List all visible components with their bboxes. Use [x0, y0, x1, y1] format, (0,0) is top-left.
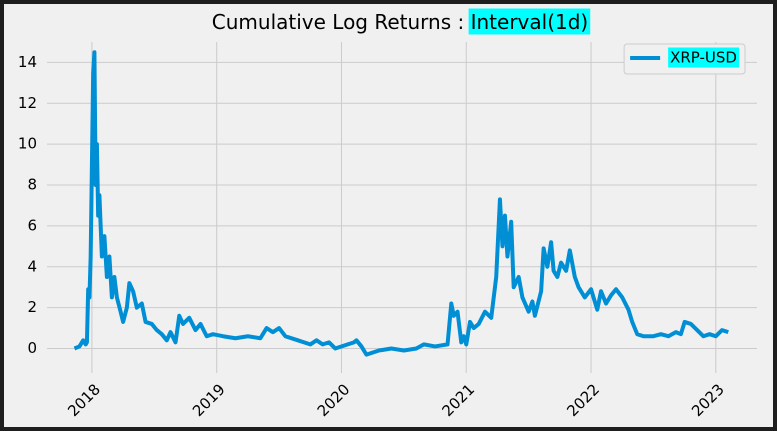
legend-highlight: [668, 47, 739, 68]
y-tick-label: 8: [27, 176, 37, 194]
y-tick-label: 6: [27, 216, 37, 234]
y-tick-label: 2: [27, 298, 37, 316]
title-text: Cumulative Log Returns :: [212, 10, 464, 34]
y-tick-label: 14: [18, 53, 37, 71]
title-highlight: [468, 8, 591, 35]
y-tick-label: 12: [18, 94, 37, 112]
y-tick-label: 4: [27, 257, 37, 275]
y-tick-label: 10: [18, 135, 37, 153]
title-interval: Interval(1d): [471, 10, 589, 34]
chart-title: Cumulative Log Returns : Interval(1d): [212, 10, 588, 34]
legend: XRP-USD: [623, 43, 746, 75]
y-tick-label: 0: [27, 339, 37, 357]
legend-label: XRP-USD: [670, 49, 737, 67]
data-line: [73, 50, 729, 357]
